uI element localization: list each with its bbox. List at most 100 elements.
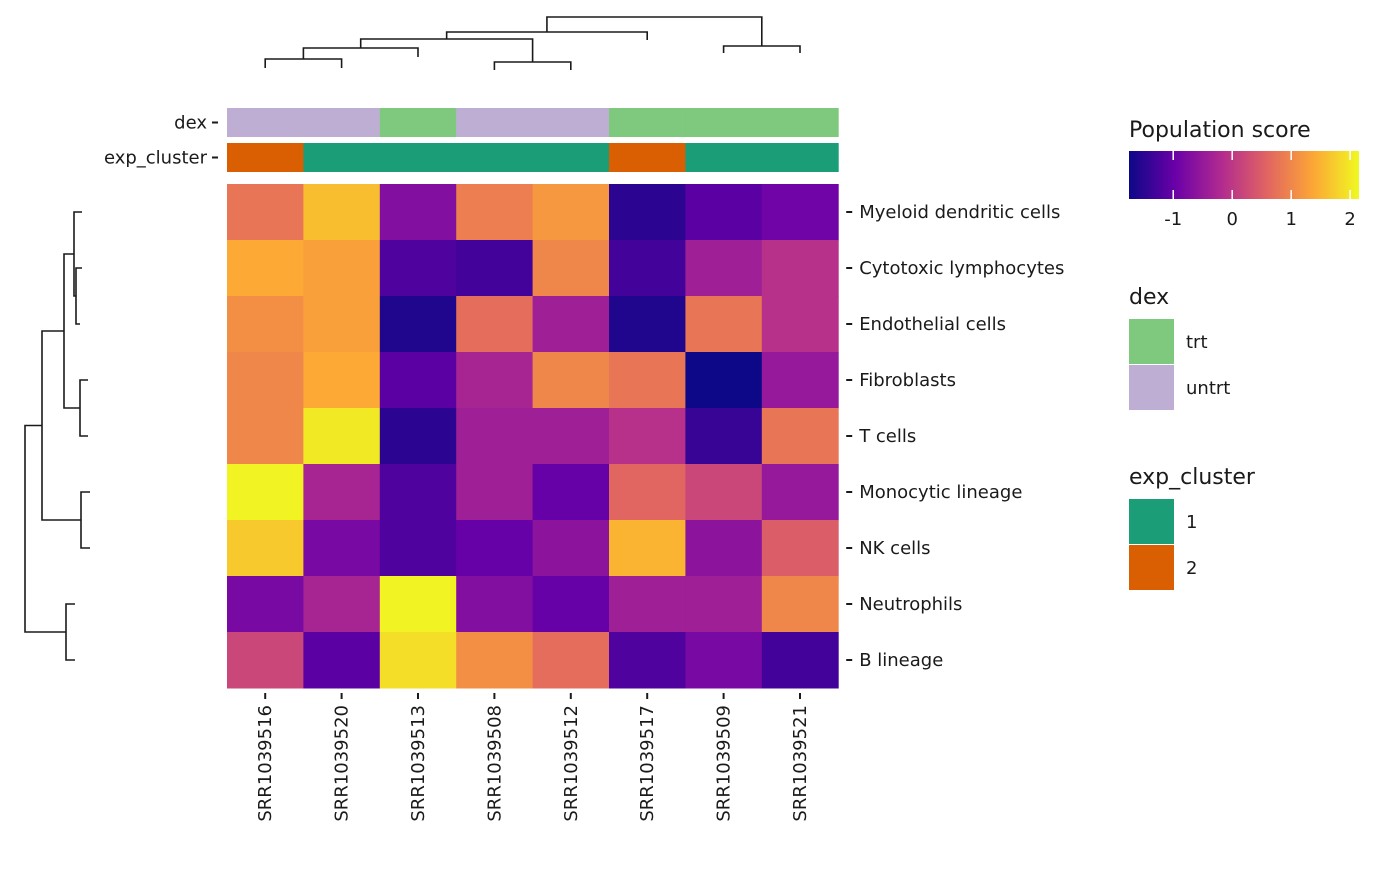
heatmap-cell: [379, 632, 457, 689]
heatmap-cell: [227, 352, 304, 409]
heatmap-cell: [685, 576, 763, 633]
heatmap-cell: [379, 296, 457, 353]
heatmap-cell: [532, 632, 610, 689]
color-bar-tick-label: 0: [1226, 209, 1237, 230]
row-label: Myeloid dendritic cells: [859, 202, 1060, 223]
row-label: Endothelial cells: [859, 314, 1006, 335]
heatmap-cell: [685, 240, 763, 297]
heatmap-cell: [761, 632, 839, 689]
annotation-cell: [761, 108, 839, 137]
dendrogram-branch: [722, 45, 801, 53]
legend-exp_cluster: exp_cluster 1 2: [1129, 465, 1256, 590]
heatmap-cell: [685, 352, 763, 409]
color-legend-title: Population score: [1129, 118, 1311, 143]
annotation-cell: [685, 143, 763, 172]
heatmap-cell: [761, 240, 839, 297]
column-label: SRR1039512: [561, 705, 582, 822]
heatmap-cell: [761, 520, 839, 577]
annotation-cell: [303, 108, 381, 137]
annotation-cell: [456, 108, 534, 137]
dendrogram-branch: [359, 38, 534, 62]
heatmap-cell: [379, 520, 457, 577]
row-label: Neutrophils: [859, 594, 962, 615]
column-label: SRR1039508: [484, 705, 505, 822]
column-label: SRR1039517: [637, 705, 658, 822]
heatmap-cell: [303, 240, 381, 297]
heatmap-cell: [456, 408, 534, 465]
dendrogram-branch: [75, 267, 82, 325]
heatmap-cell: [303, 184, 381, 241]
color-legend: Population score -1 0 1 2: [1129, 118, 1359, 230]
heatmap-cell: [227, 240, 304, 297]
heatmap-cell: [609, 576, 686, 633]
heatmap-cell: [456, 296, 534, 353]
dendrogram-branch: [63, 253, 80, 409]
heatmap-cell: [532, 408, 610, 465]
column-label: SRR1039516: [255, 705, 276, 822]
dendrogram-branch: [41, 330, 81, 521]
color-bar: [1129, 151, 1359, 199]
heatmap-cell: [379, 576, 457, 633]
annotation-cell: [761, 143, 839, 172]
annotation-cell: [227, 108, 304, 137]
heatmap-cell: [532, 184, 610, 241]
heatmap-cells: [227, 184, 839, 689]
heatmap-cell: [303, 296, 381, 353]
row-label: NK cells: [859, 538, 930, 559]
row-dendrogram: [24, 211, 90, 661]
heatmap-cell: [685, 184, 763, 241]
legend-label: 2: [1186, 558, 1197, 579]
annotation-cell: [379, 143, 457, 172]
legend-key: [1129, 319, 1174, 364]
heatmap-cell: [303, 632, 381, 689]
row-label: T cells: [858, 426, 916, 447]
annotation-cell: [227, 143, 304, 172]
column-labels: SRR1039516 SRR1039520 SRR1039513 SRR1039508…: [255, 693, 811, 822]
heatmap-cell: [227, 520, 304, 577]
heatmap-cell: [532, 296, 610, 353]
column-label: SRR1039520: [332, 705, 353, 822]
annotation-cell: [609, 143, 686, 172]
heatmap-cell: [685, 408, 763, 465]
heatmap-cell: [685, 464, 763, 521]
row-labels: Myeloid dendritic cells Cytotoxic lymphoc…: [846, 202, 1064, 671]
dendrogram-branch: [65, 603, 75, 661]
color-bar-tick-label: 2: [1344, 209, 1355, 230]
dendrogram-branch: [79, 379, 88, 437]
heatmap-cell: [303, 576, 381, 633]
legend-label: untrt: [1186, 378, 1230, 399]
legend-key: [1129, 499, 1174, 544]
heatmap-cell: [761, 296, 839, 353]
dendrogram-branch: [80, 491, 90, 549]
heatmap-cell: [227, 576, 304, 633]
heatmap-cell: [761, 352, 839, 409]
legend-key: [1129, 365, 1174, 410]
heatmap-cell: [456, 240, 534, 297]
heatmap-cell: [761, 576, 839, 633]
annotation-label: exp_cluster: [104, 148, 208, 169]
heatmap-cell: [379, 352, 457, 409]
legend-title: dex: [1129, 285, 1169, 310]
heatmap-cell: [609, 240, 686, 297]
annotation-cell: [379, 108, 457, 137]
heatmap-cell: [227, 184, 304, 241]
heatmap-cell: [685, 296, 763, 353]
row-label: B lineage: [859, 650, 943, 671]
annotation-cell: [456, 143, 534, 172]
column-label: SRR1039513: [408, 705, 429, 822]
heatmap-cell: [456, 632, 534, 689]
legend-dex: dex trt untrt: [1129, 285, 1230, 410]
heatmap-cell: [609, 296, 686, 353]
annotation-bar-dex: dex: [174, 108, 839, 137]
heatmap-cell: [609, 520, 686, 577]
heatmap-cell: [379, 240, 457, 297]
annotation-cell: [532, 143, 610, 172]
heatmap-cell: [609, 352, 686, 409]
heatmap-cell: [761, 464, 839, 521]
legend-title: exp_cluster: [1129, 465, 1256, 490]
heatmap-cell: [456, 184, 534, 241]
annotation-bar-exp_cluster: exp_cluster: [104, 143, 839, 172]
legend-key: [1129, 545, 1174, 590]
